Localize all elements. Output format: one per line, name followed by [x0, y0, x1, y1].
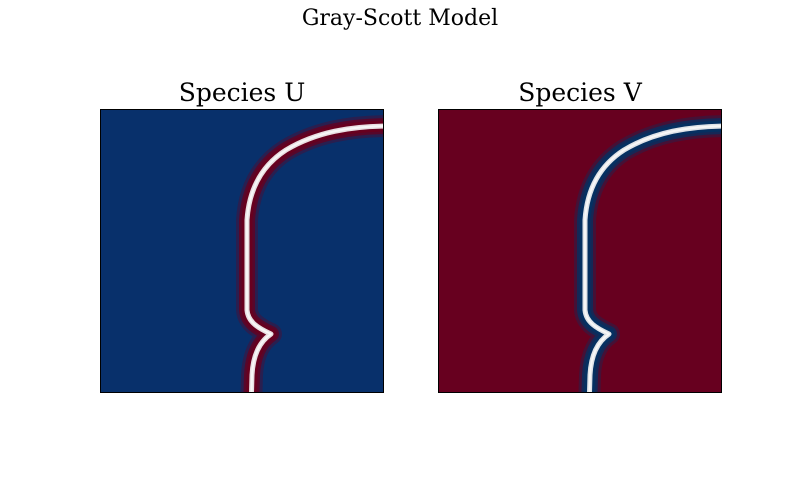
figure-title: Gray-Scott Model: [301, 6, 499, 31]
species-u-front: [236, 115, 383, 392]
panel-species-u: Species U: [100, 78, 384, 393]
panel-title-species-u: Species U: [178, 78, 306, 107]
heatmap-species-v: [438, 109, 722, 393]
species-v-front-layer-4: [584, 125, 721, 392]
species-u-front-layer-4: [246, 125, 383, 392]
panel-title-species-v: Species V: [518, 78, 642, 107]
heatmap-species-u: [100, 109, 384, 393]
species-v-front: [574, 115, 721, 392]
heatmap-svg-species-u: [101, 110, 383, 392]
panel-species-v: Species V: [438, 78, 722, 393]
heatmap-svg-species-v: [439, 110, 721, 392]
